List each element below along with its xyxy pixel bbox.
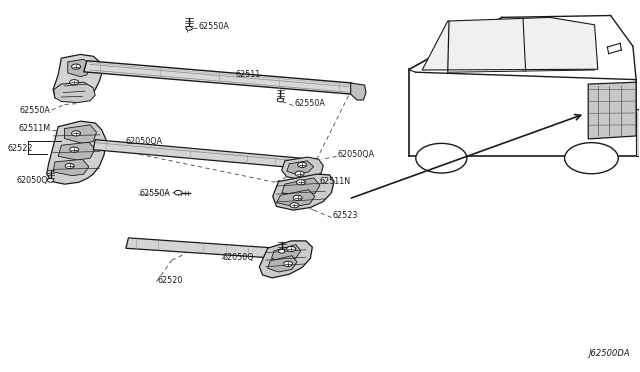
Circle shape — [278, 249, 285, 253]
Polygon shape — [65, 125, 97, 143]
Polygon shape — [282, 178, 320, 196]
Circle shape — [298, 162, 307, 167]
Circle shape — [416, 143, 467, 173]
Circle shape — [287, 246, 296, 251]
Polygon shape — [282, 157, 323, 179]
Polygon shape — [68, 59, 90, 77]
Polygon shape — [422, 17, 598, 70]
Circle shape — [564, 142, 618, 174]
Circle shape — [47, 179, 54, 182]
Text: 62511N: 62511N — [320, 177, 351, 186]
Circle shape — [290, 203, 299, 208]
Polygon shape — [287, 161, 314, 174]
Circle shape — [277, 98, 284, 102]
Polygon shape — [126, 238, 278, 258]
Polygon shape — [58, 142, 95, 160]
Polygon shape — [268, 256, 297, 272]
Circle shape — [295, 171, 304, 176]
Circle shape — [70, 147, 79, 152]
Text: 62050QA: 62050QA — [338, 150, 375, 159]
Text: 62550A: 62550A — [140, 189, 171, 198]
Polygon shape — [54, 82, 95, 103]
Polygon shape — [93, 140, 314, 169]
Polygon shape — [53, 54, 103, 101]
Text: 62550A: 62550A — [294, 99, 325, 108]
Text: 62550A: 62550A — [20, 106, 51, 115]
Text: 62550A: 62550A — [198, 22, 230, 31]
Polygon shape — [259, 241, 312, 278]
Polygon shape — [636, 109, 640, 156]
Polygon shape — [47, 121, 106, 184]
Polygon shape — [84, 61, 352, 94]
Text: 62523: 62523 — [333, 211, 358, 220]
Text: J62500DA: J62500DA — [588, 349, 630, 358]
Text: 62050Q: 62050Q — [223, 253, 255, 262]
Circle shape — [70, 80, 79, 85]
Polygon shape — [588, 82, 636, 139]
Polygon shape — [273, 174, 334, 210]
Text: 62050Q: 62050Q — [17, 176, 48, 185]
Circle shape — [284, 261, 292, 266]
Polygon shape — [53, 159, 89, 176]
Text: 62511: 62511 — [236, 70, 261, 79]
Circle shape — [174, 190, 182, 195]
Polygon shape — [351, 83, 366, 100]
Polygon shape — [276, 190, 315, 207]
Text: 62050QA: 62050QA — [125, 137, 163, 146]
Circle shape — [293, 195, 302, 201]
Text: 62520: 62520 — [157, 276, 182, 285]
Circle shape — [296, 180, 305, 185]
Circle shape — [186, 26, 192, 30]
Text: 62522: 62522 — [7, 144, 33, 153]
Polygon shape — [271, 244, 301, 262]
Circle shape — [72, 131, 81, 136]
Circle shape — [72, 64, 81, 69]
Circle shape — [65, 163, 74, 169]
Text: 62511M: 62511M — [19, 124, 51, 133]
